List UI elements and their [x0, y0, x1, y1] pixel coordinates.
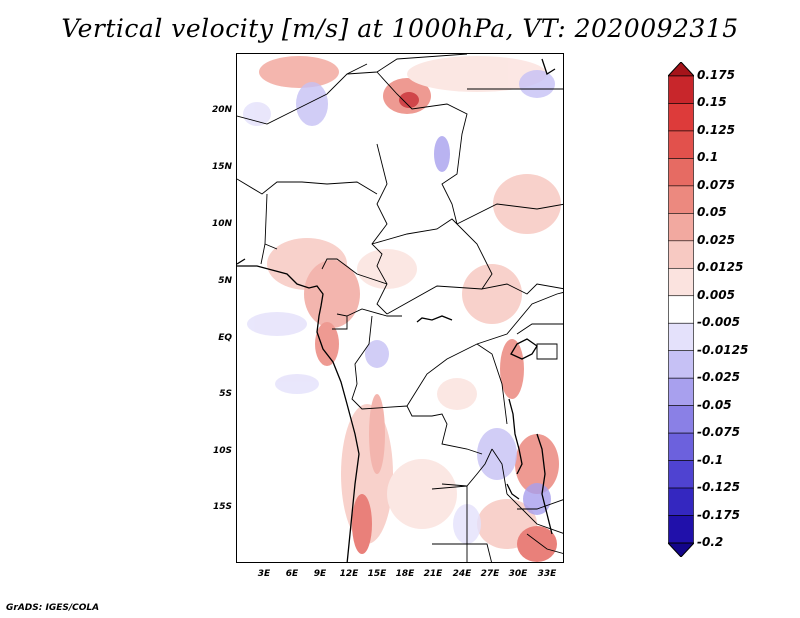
colorbar-tick-label: 0.125 [697, 122, 735, 137]
colorbar-tick-label: -0.1 [697, 452, 724, 467]
negative-velocity-patches [243, 70, 555, 544]
colorbar-segment [668, 487, 694, 516]
colorbar-segment [668, 213, 694, 242]
lat-label: 20N [211, 105, 232, 115]
colorbar-tick-label: 0.0125 [697, 260, 744, 275]
lat-label: 10N [211, 219, 232, 229]
lat-label: 5S [219, 389, 232, 399]
colorbar-tick-label: 0.005 [697, 287, 735, 302]
colorbar-segment [668, 432, 694, 461]
map-plot-area [236, 53, 564, 563]
lon-label: 33E [537, 569, 557, 579]
colorbar-cap-bottom [668, 542, 694, 557]
colorbar-tick-label: 0.1 [697, 150, 719, 165]
country-borders [237, 54, 563, 562]
lon-label: 6E [285, 569, 299, 579]
colorbar-segment [668, 103, 694, 132]
colorbar-tick-label: -0.0125 [697, 342, 749, 357]
lat-label: 5N [218, 276, 232, 286]
colorbar-tick-label: -0.025 [697, 370, 740, 385]
map-title: Vertical velocity [m/s] at 1000hPa, VT: … [61, 14, 739, 43]
grads-credit: GrADS: IGES/COLA [6, 603, 100, 613]
lon-label: 15E [367, 569, 387, 579]
colorbar-tick-label: -0.075 [697, 425, 740, 440]
lat-label: 10S [212, 446, 232, 456]
colorbar-segment [668, 75, 694, 104]
colorbar [668, 62, 694, 557]
coastline [237, 258, 360, 562]
colorbar-tick-label: -0.125 [697, 480, 740, 495]
lat-label: EQ [218, 333, 232, 343]
colorbar-segment [668, 185, 694, 214]
colorbar-cap-top [668, 62, 694, 77]
lon-label: 21E [423, 569, 443, 579]
colorbar-tick-label: 0.05 [697, 205, 727, 220]
colorbar-tick-label: 0.025 [697, 232, 735, 247]
colorbar-segment [668, 158, 694, 187]
colorbar-segment [668, 267, 694, 297]
colorbar-tick-label: -0.2 [697, 535, 724, 549]
colorbar-segment [668, 350, 694, 379]
lon-label: 9E [313, 569, 327, 579]
colorbar-segment [668, 295, 694, 324]
colorbar-tick-label: 0.175 [697, 68, 735, 82]
colorbar-segment [668, 240, 694, 269]
lon-label: 12E [339, 569, 359, 579]
colorbar-segment [668, 377, 694, 406]
colorbar-segment [668, 515, 694, 544]
lat-label: 15N [211, 162, 232, 172]
colorbar-tick-label: -0.005 [697, 315, 740, 330]
positive-velocity-patches [259, 56, 561, 562]
lon-label: 30E [508, 569, 528, 579]
lon-label: 3E [257, 569, 271, 579]
colorbar-tick-label: -0.05 [697, 397, 732, 412]
lon-label: 18E [395, 569, 415, 579]
colorbar-segment [668, 405, 694, 434]
colorbar-tick-label: 0.075 [697, 177, 735, 192]
colorbar-segment [668, 130, 694, 159]
map-svg [237, 54, 563, 562]
colorbar-segment [668, 322, 694, 352]
lon-label: 24E [452, 569, 472, 579]
colorbar-segment [668, 460, 694, 489]
colorbar-tick-label: 0.15 [697, 95, 727, 110]
lakes [416, 58, 556, 535]
lat-label: 15S [212, 502, 232, 512]
colorbar-tick-label: -0.175 [697, 507, 740, 522]
lon-label: 27E [480, 569, 500, 579]
